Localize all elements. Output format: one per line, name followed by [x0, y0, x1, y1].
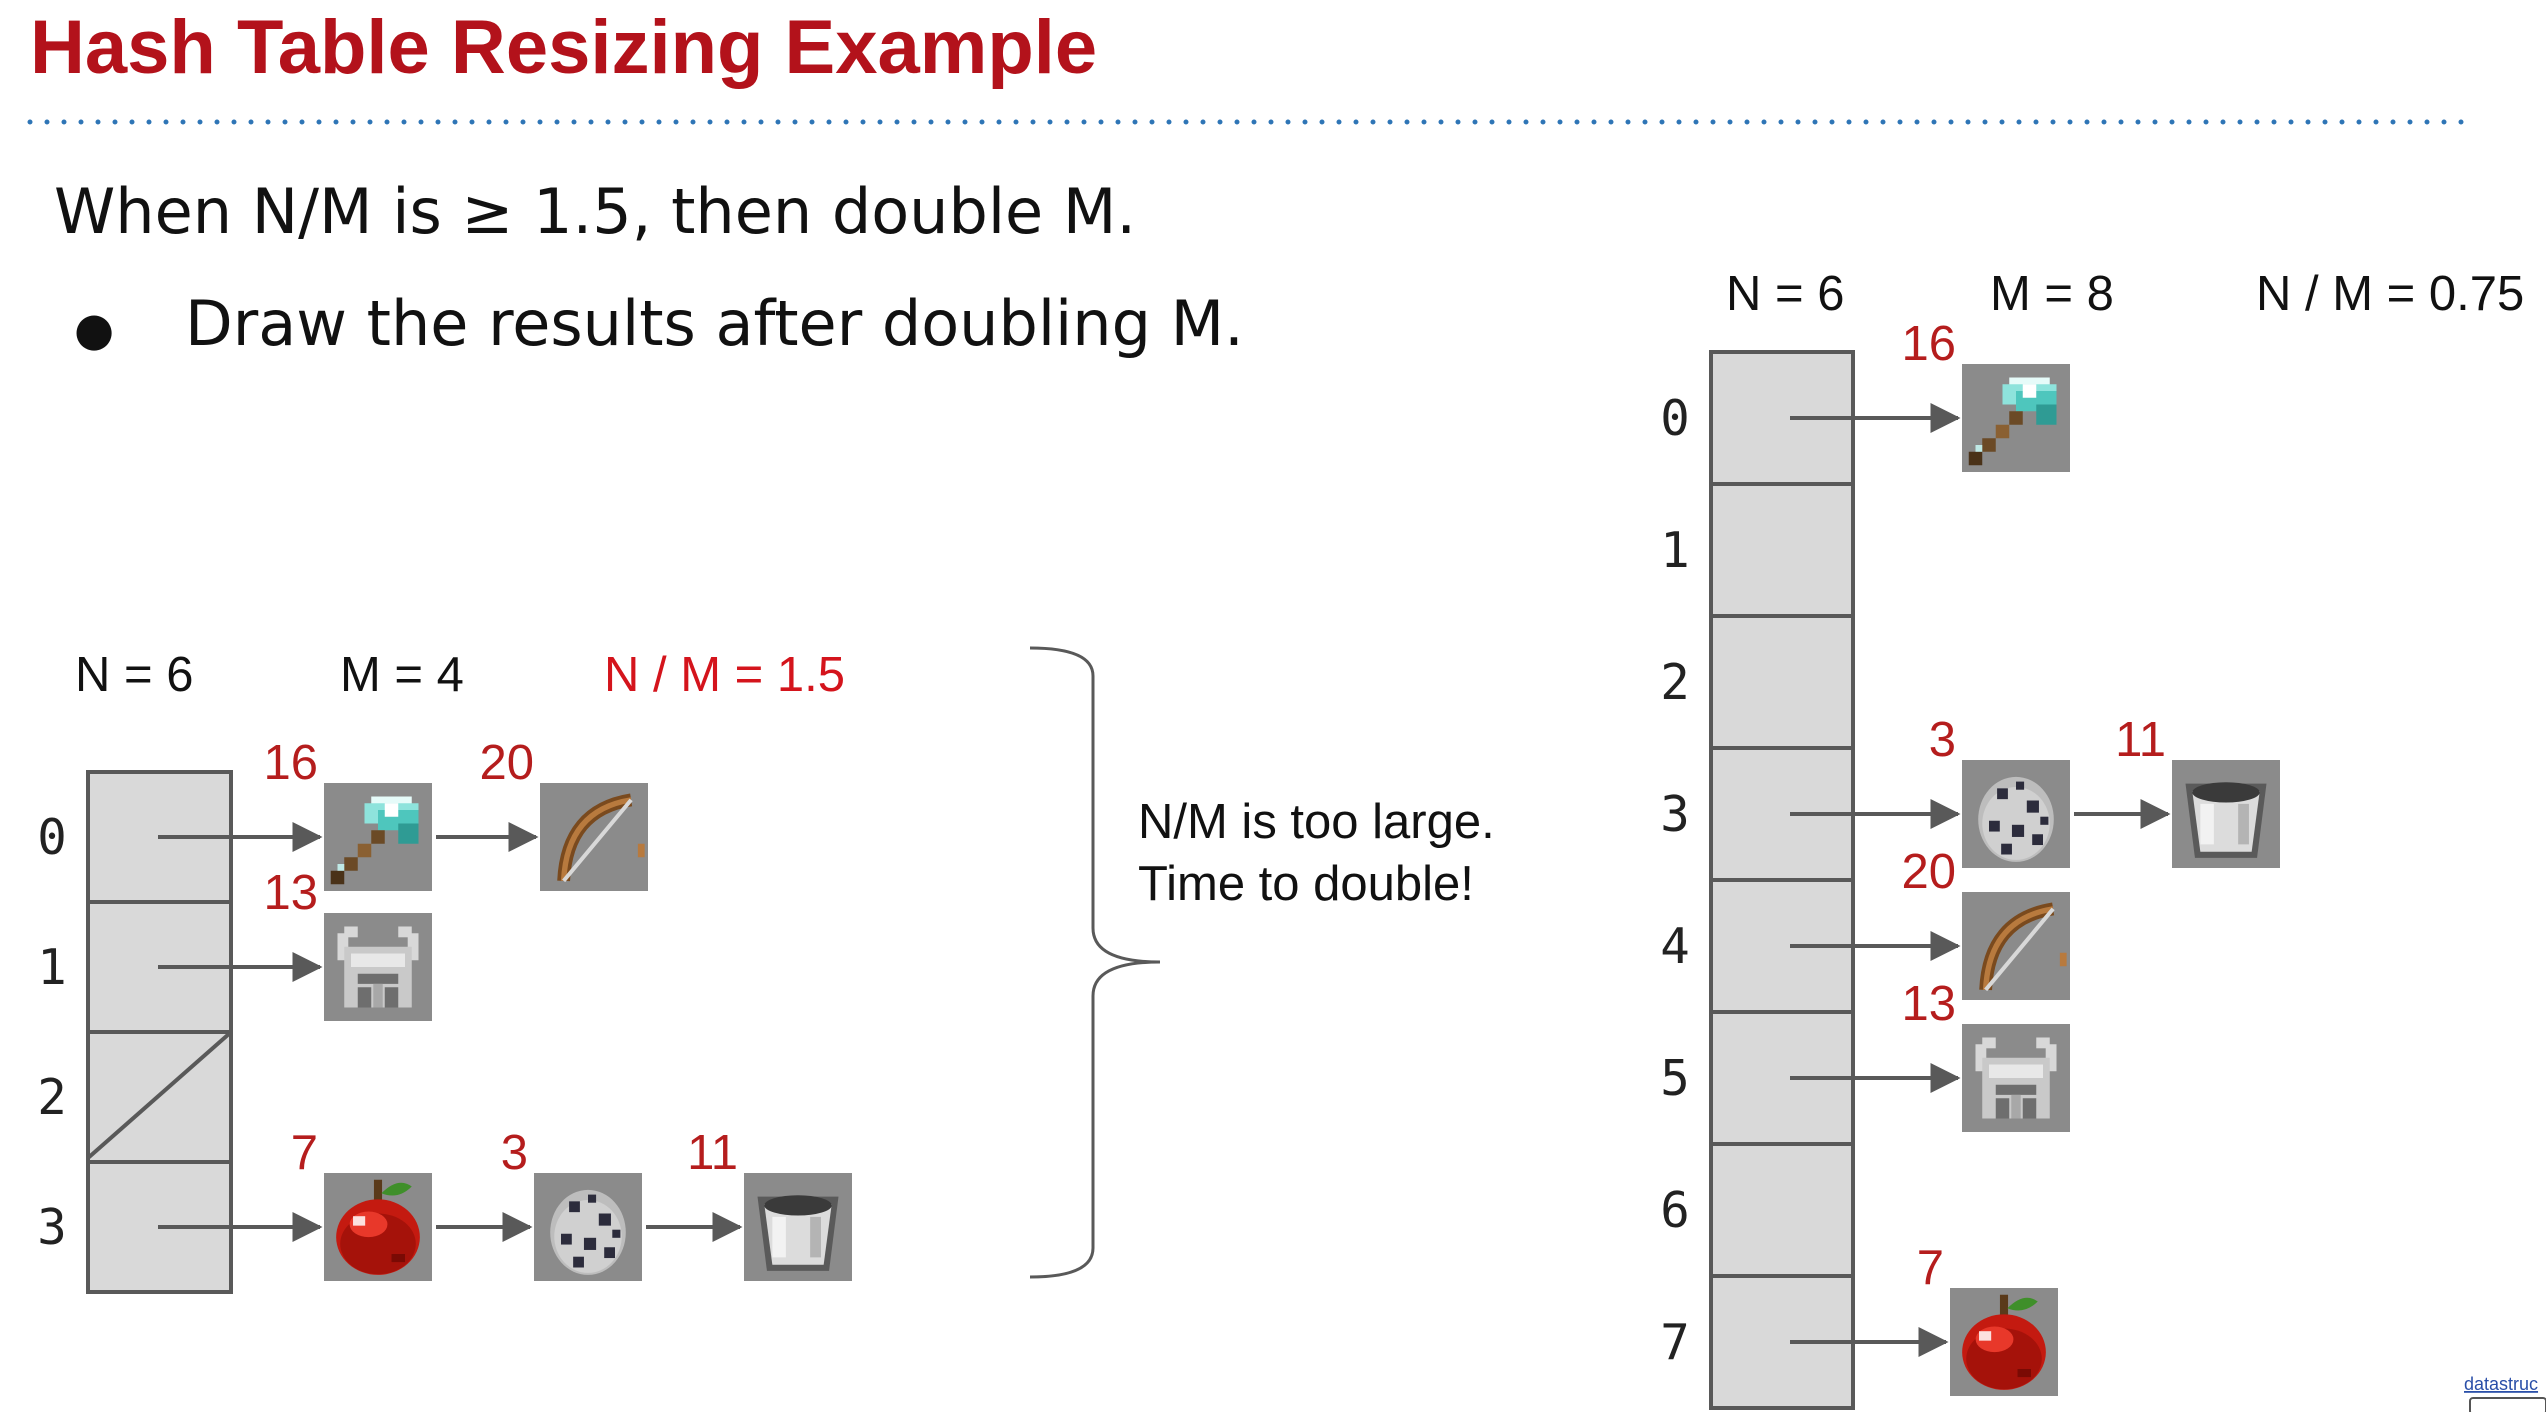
- bucket-icon: [744, 1173, 852, 1281]
- bucket-cell: [1709, 1274, 1855, 1410]
- item-key-label: 11: [687, 1126, 738, 1180]
- item-key-label: 13: [1901, 977, 1956, 1031]
- bucket-index-label: 3: [1660, 786, 1690, 843]
- after-chains: 16 3 11 20 13 7: [1790, 317, 2280, 1396]
- apple-icon: [1950, 1288, 2058, 1396]
- bullet-dot-icon: ●: [74, 302, 114, 356]
- item-key-label: 11: [2115, 713, 2166, 767]
- iron-helmet-icon: [324, 913, 432, 1021]
- null-slash-icon: [86, 1031, 232, 1160]
- item-key-label: 20: [1901, 845, 1956, 899]
- before-bucket-array: 0 1 2 3: [37, 770, 233, 1294]
- bucket-index-label: 4: [1660, 918, 1690, 975]
- after-table: N = 6 M = 8 N / M = 0.75 0 1 2 3 4 5 6 7 16 3 11 2…: [1660, 267, 2524, 1410]
- footer-link[interactable]: datastruc: [2464, 1374, 2538, 1394]
- bucket-index-label: 6: [1660, 1182, 1690, 1239]
- bucket-cell: [1709, 614, 1855, 750]
- item-key-label: 3: [1929, 713, 1956, 767]
- rule-text: When N/M is ≥ 1.5, then double M.: [54, 175, 1136, 248]
- note-line-2: Time to double!: [1138, 857, 1474, 911]
- right-brace-icon: [1029, 646, 1161, 1279]
- bucket-index-label: 2: [1660, 654, 1690, 711]
- after-ratio-label: N / M = 0.75: [2256, 267, 2524, 321]
- item-key-label: 7: [291, 1126, 318, 1180]
- item-key-label: 7: [1917, 1241, 1944, 1295]
- before-ratio-label: N / M = 1.5: [604, 648, 845, 702]
- diamond-axe-icon: [1962, 364, 2070, 472]
- after-bucket-array: 0 1 2 3 4 5 6 7: [1660, 350, 1855, 1410]
- bucket-icon: [2172, 760, 2280, 868]
- before-chains: 16 20 13 7 3 11: [158, 736, 852, 1281]
- item-key-label: 16: [1901, 317, 1956, 371]
- bucket-cell: [1709, 1142, 1855, 1278]
- bucket-index-label: 3: [37, 1199, 67, 1256]
- bucket-index-label: 7: [1660, 1314, 1690, 1371]
- iron-helmet-icon: [1962, 1024, 2070, 1132]
- diamond-axe-icon: [324, 783, 432, 891]
- bucket-index-label: 5: [1660, 1050, 1690, 1107]
- bucket-index-label: 0: [1660, 390, 1690, 447]
- bucket-index-label: 2: [37, 1069, 67, 1126]
- note-line-1: N/M is too large.: [1138, 795, 1495, 849]
- before-n-label: N = 6: [75, 648, 193, 702]
- bucket-index-label: 1: [37, 939, 67, 996]
- item-key-label: 3: [501, 1126, 528, 1180]
- slide-title: Hash Table Resizing Example: [30, 5, 1097, 90]
- bucket-index-label: 1: [1660, 522, 1690, 579]
- item-key-label: 20: [479, 736, 534, 790]
- spawn-egg-icon: [534, 1173, 642, 1281]
- bucket-index-label: 0: [37, 809, 67, 866]
- cc-license-icon: [2469, 1397, 2546, 1412]
- spawn-egg-icon: [1962, 760, 2070, 868]
- before-table: N = 6 M = 4 N / M = 1.5 0 1 2 3 16 20 13 7 3 11: [37, 648, 852, 1294]
- bullet-text: Draw the results after doubling M.: [185, 287, 1244, 360]
- bow-icon: [1962, 892, 2070, 1000]
- after-m-label: M = 8: [1990, 267, 2114, 321]
- before-m-label: M = 4: [340, 648, 464, 702]
- item-key-label: 13: [263, 866, 318, 920]
- item-key-label: 16: [263, 736, 318, 790]
- bow-icon: [540, 783, 648, 891]
- bucket-cell: [1709, 482, 1855, 618]
- apple-icon: [324, 1173, 432, 1281]
- after-n-label: N = 6: [1726, 267, 1844, 321]
